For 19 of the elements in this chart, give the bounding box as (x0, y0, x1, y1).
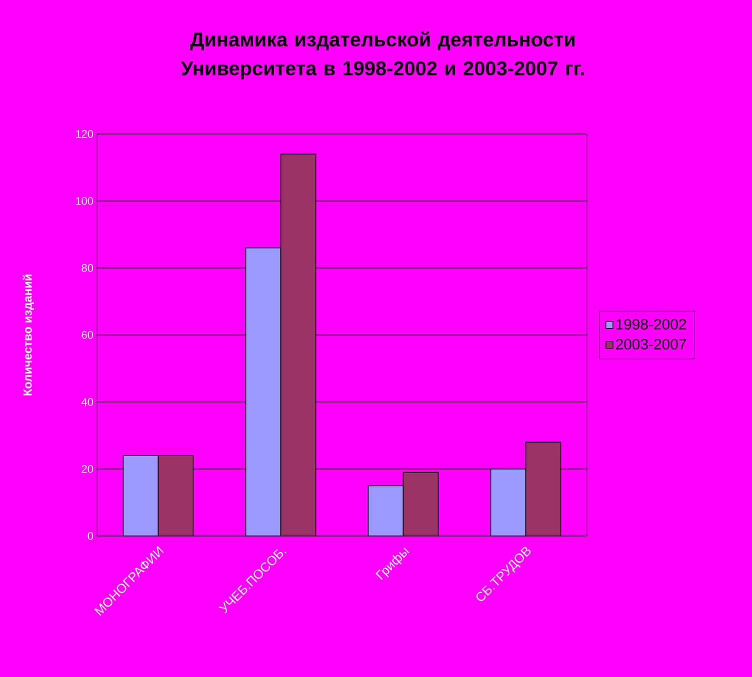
bar (280, 154, 316, 536)
y-tick-label: 20 (82, 465, 94, 473)
y-axis-title: Количество изданий (22, 274, 34, 396)
bar (158, 455, 194, 536)
y-tick-label: 60 (82, 331, 94, 339)
y-tick-label: 80 (82, 264, 94, 272)
y-tick-label: 120 (76, 130, 94, 138)
legend-label: 2003-2007 (616, 338, 686, 350)
bar (122, 455, 159, 536)
bar (525, 442, 562, 536)
y-tick-label: 40 (82, 398, 94, 406)
legend-label: 1998-2002 (616, 319, 686, 330)
bar (490, 468, 526, 536)
chart-title: Динамика издательской деятельности Университета в 1998-2002 и 2003-2007 гг. (180, 32, 584, 80)
y-tick-label: 100 (76, 197, 94, 205)
bar (368, 485, 404, 536)
bar (245, 247, 282, 536)
y-tick-label: 0 (88, 532, 94, 540)
bar (402, 472, 439, 536)
